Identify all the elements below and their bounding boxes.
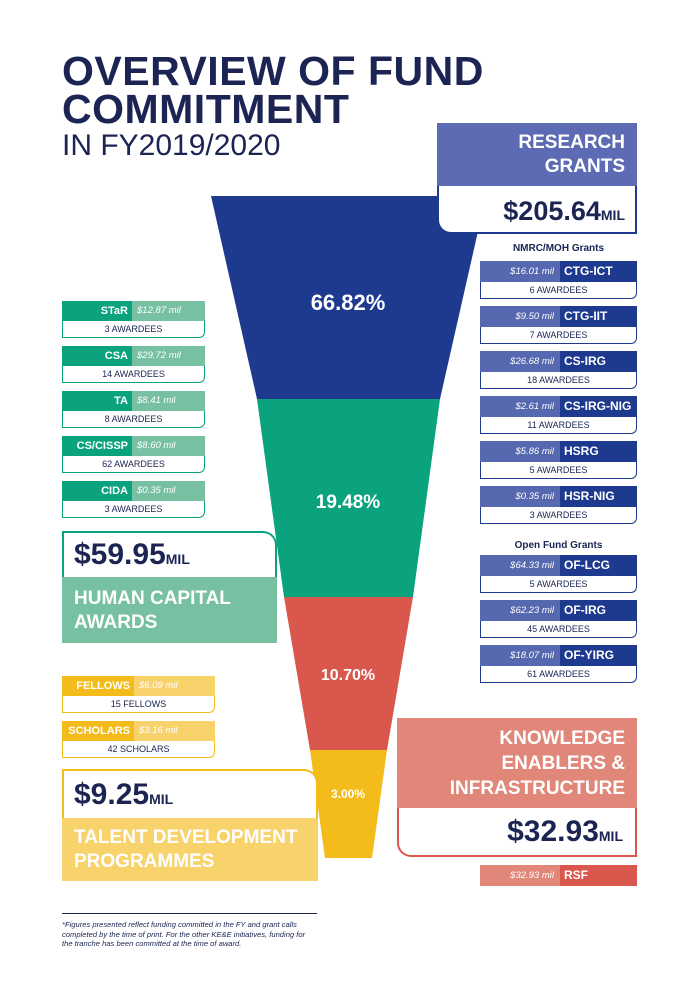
human-item-name: CS/CISSP <box>62 436 132 456</box>
research-item-awardees: 7 AWARDEES <box>480 327 637 344</box>
research-item-amount: $64.33 mil <box>480 555 560 576</box>
talent-cat-line2: PROGRAMMES <box>74 851 215 872</box>
human-item-awardees: 3 AWARDEES <box>62 321 205 338</box>
research-item-awardees: 45 AWARDEES <box>480 621 637 638</box>
talent-amount: $9.25 <box>74 778 150 811</box>
human-capital-category: HUMAN CAPITAL AWARDS <box>62 577 277 643</box>
research-item-awardees: 11 AWARDEES <box>480 417 637 434</box>
knowledge-cat-line1: KNOWLEDGE <box>499 728 625 749</box>
research-item-name: CS-IRG-NIG <box>560 396 637 417</box>
knowledge-unit: MIL <box>598 828 623 844</box>
rsf-amount: $32.93 mil <box>480 865 560 886</box>
knowledge-amount-box: $32.93MIL <box>397 808 637 857</box>
talent-item-amount: $3.16 mil <box>134 721 215 741</box>
talent-development-category: TALENT DEVELOPMENT PROGRAMMES <box>62 818 318 881</box>
page-title-line1: OVERVIEW OF FUND <box>62 48 484 94</box>
research-amount-box: $205.64MIL <box>437 186 637 234</box>
research-item-awardees: 5 AWARDEES <box>480 576 637 593</box>
talent-unit: MIL <box>149 791 174 807</box>
research-item-awardees: 61 AWARDEES <box>480 666 637 683</box>
funnel-label-talent: 3.00% <box>330 787 366 801</box>
research-item-awardees: 3 AWARDEES <box>480 507 637 524</box>
research-item-awardees: 5 AWARDEES <box>480 462 637 479</box>
research-item-amount: $18.07 mil <box>480 645 560 666</box>
open-fund-grants-label: Open Fund Grants <box>514 540 603 551</box>
funnel-label-knowledge: 10.70% <box>320 667 376 684</box>
funnel-segment-human-capital <box>257 399 440 597</box>
research-item-amount: $9.50 mil <box>480 306 560 327</box>
human-amount-box: $59.95MIL <box>62 531 277 577</box>
research-item-amount: $16.01 mil <box>480 261 560 282</box>
talent-item-awardees: 42 SCHOLARS <box>62 741 215 758</box>
knowledge-cat-line2: ENABLERS & <box>501 753 625 774</box>
human-item-awardees: 3 AWARDEES <box>62 501 205 518</box>
research-item-awardees: 18 AWARDEES <box>480 372 637 389</box>
human-item-name: CSA <box>62 346 132 366</box>
research-item-amount: $26.68 mil <box>480 351 560 372</box>
human-item-amount: $29.72 mil <box>132 346 205 366</box>
funnel-segment-knowledge <box>284 597 413 750</box>
talent-item-name: SCHOLARS <box>62 721 134 741</box>
research-item-name: CTG-ICT <box>560 261 637 282</box>
research-item-amount: $2.61 mil <box>480 396 560 417</box>
talent-cat-line1: TALENT DEVELOPMENT <box>74 827 298 848</box>
human-amount: $59.95 <box>74 538 166 571</box>
research-item-name: CS-IRG <box>560 351 637 372</box>
research-item-name: OF-YIRG <box>560 645 637 666</box>
human-unit: MIL <box>165 551 190 567</box>
human-item-awardees: 8 AWARDEES <box>62 411 205 428</box>
page-subtitle: IN FY2019/2020 <box>62 129 281 162</box>
funnel-label-research: 66.82% <box>310 290 386 315</box>
research-item-name: CTG-IIT <box>560 306 637 327</box>
research-item-amount: $62.23 mil <box>480 600 560 621</box>
research-item-name: OF-LCG <box>560 555 637 576</box>
nmrc-moh-grants-label: NMRC/MOH Grants <box>512 243 605 254</box>
knowledge-cat-line3: INFRASTRUCTURE <box>449 778 625 799</box>
funnel-segment-research <box>211 196 486 399</box>
human-item-amount: $0.35 mil <box>132 481 205 501</box>
footnote: *Figures presented reflect funding commi… <box>62 913 317 949</box>
rsf-name: RSF <box>560 865 637 886</box>
talent-item-amount: $6.09 mil <box>134 676 215 696</box>
research-item-name: OF-IRG <box>560 600 637 621</box>
research-cat-line1: RESEARCH <box>518 132 625 153</box>
human-cat-line2: AWARDS <box>74 612 158 633</box>
talent-amount-box: $9.25MIL <box>62 769 318 818</box>
research-item-amount: $0.35 mil <box>480 486 560 507</box>
human-cat-line1: HUMAN CAPITAL <box>74 588 231 609</box>
human-item-awardees: 62 AWARDEES <box>62 456 205 473</box>
research-item-name: HSRG <box>560 441 637 462</box>
knowledge-enablers-category: KNOWLEDGE ENABLERS & INFRASTRUCTURE <box>397 718 637 808</box>
research-amount: $205.64 <box>503 196 601 226</box>
funnel-segment-talent <box>310 750 387 858</box>
human-item-amount: $12.87 mil <box>132 301 205 321</box>
funnel-label-human-capital: 19.48% <box>315 492 381 513</box>
research-unit: MIL <box>600 207 625 223</box>
human-item-amount: $8.60 mil <box>132 436 205 456</box>
page-title-line2: COMMITMENT <box>62 86 350 132</box>
research-grants-category: RESEARCH GRANTS <box>437 123 637 186</box>
research-cat-line2: GRANTS <box>544 156 625 177</box>
research-item-amount: $5.86 mil <box>480 441 560 462</box>
human-item-name: STaR <box>62 301 132 321</box>
talent-item-awardees: 15 FELLOWS <box>62 696 215 713</box>
human-item-name: TA <box>62 391 132 411</box>
human-item-amount: $8.41 mil <box>132 391 205 411</box>
human-item-name: CIDA <box>62 481 132 501</box>
knowledge-amount: $32.93 <box>507 815 599 848</box>
research-item-name: HSR-NIG <box>560 486 637 507</box>
talent-item-name: FELLOWS <box>62 676 134 696</box>
human-item-awardees: 14 AWARDEES <box>62 366 205 383</box>
research-item-awardees: 6 AWARDEES <box>480 282 637 299</box>
